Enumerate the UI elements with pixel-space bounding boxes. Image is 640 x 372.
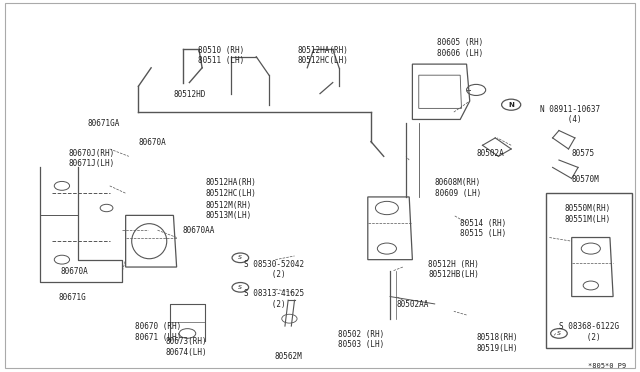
Text: 80605 (RH)
80606 (LH): 80605 (RH) 80606 (LH) bbox=[437, 38, 483, 58]
Text: 80670A: 80670A bbox=[61, 267, 88, 276]
Text: 80570M: 80570M bbox=[572, 175, 600, 184]
Text: 80514 (RH)
80515 (LH): 80514 (RH) 80515 (LH) bbox=[460, 219, 506, 238]
Text: 80575: 80575 bbox=[572, 149, 595, 158]
Text: 80512HA(RH)
80512HC(LH): 80512HA(RH) 80512HC(LH) bbox=[205, 179, 256, 198]
Text: 80512M(RH)
80513M(LH): 80512M(RH) 80513M(LH) bbox=[205, 201, 252, 220]
Text: 80671GA: 80671GA bbox=[87, 119, 120, 128]
Text: S: S bbox=[557, 331, 561, 336]
Text: 80608M(RH)
80609 (LH): 80608M(RH) 80609 (LH) bbox=[435, 179, 481, 198]
Text: 80512HA(RH)
80512HC(LH): 80512HA(RH) 80512HC(LH) bbox=[298, 46, 349, 65]
Text: 80502AA: 80502AA bbox=[396, 300, 429, 309]
Text: 80562M: 80562M bbox=[275, 352, 302, 361]
Text: 80510 (RH)
80511 (LH): 80510 (RH) 80511 (LH) bbox=[198, 46, 244, 65]
Text: 80518(RH)
80519(LH): 80518(RH) 80519(LH) bbox=[476, 333, 518, 353]
Text: 80550M(RH)
80551M(LH): 80550M(RH) 80551M(LH) bbox=[564, 204, 611, 224]
Text: 80670AA: 80670AA bbox=[183, 227, 216, 235]
Text: S: S bbox=[238, 255, 243, 260]
Text: S 08530-52042
      (2): S 08530-52042 (2) bbox=[244, 260, 303, 279]
Text: S 08368-6122G
      (2): S 08368-6122G (2) bbox=[559, 323, 619, 342]
Text: 80512HD: 80512HD bbox=[173, 90, 205, 99]
Text: *805*0 P9: *805*0 P9 bbox=[588, 363, 626, 369]
Text: N 08911-10637
      (4): N 08911-10637 (4) bbox=[540, 105, 600, 124]
Text: 80502 (RH)
80503 (LH): 80502 (RH) 80503 (LH) bbox=[339, 330, 385, 349]
Text: 80673(RH)
80674(LH): 80673(RH) 80674(LH) bbox=[165, 337, 207, 356]
Text: S 08313-41625
      (2): S 08313-41625 (2) bbox=[244, 289, 303, 308]
Text: 80512H (RH)
80512HB(LH): 80512H (RH) 80512HB(LH) bbox=[428, 260, 479, 279]
Text: 80670 (RH)
80671 (LH): 80670 (RH) 80671 (LH) bbox=[135, 323, 182, 342]
Text: S: S bbox=[238, 285, 243, 290]
Text: 80670J(RH)
80671J(LH): 80670J(RH) 80671J(LH) bbox=[68, 149, 115, 169]
Text: N: N bbox=[508, 102, 514, 108]
Text: 80671G: 80671G bbox=[59, 293, 86, 302]
Text: 80670A: 80670A bbox=[138, 138, 166, 147]
Text: 80502A: 80502A bbox=[476, 149, 504, 158]
